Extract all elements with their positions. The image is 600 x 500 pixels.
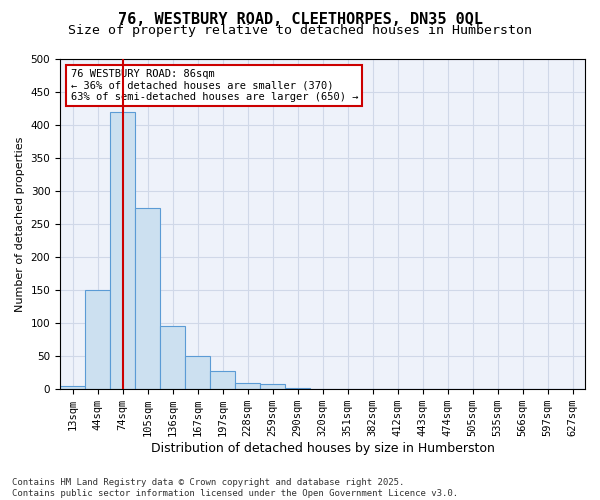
- Bar: [85, 290, 110, 389]
- Bar: [235, 382, 260, 389]
- Bar: [285, 388, 310, 389]
- Bar: [210, 372, 235, 389]
- X-axis label: Distribution of detached houses by size in Humberston: Distribution of detached houses by size …: [151, 442, 494, 455]
- Bar: [260, 384, 285, 389]
- Bar: [135, 208, 160, 389]
- Text: 76, WESTBURY ROAD, CLEETHORPES, DN35 0QL: 76, WESTBURY ROAD, CLEETHORPES, DN35 0QL: [118, 12, 482, 28]
- Text: 76 WESTBURY ROAD: 86sqm
← 36% of detached houses are smaller (370)
63% of semi-d: 76 WESTBURY ROAD: 86sqm ← 36% of detache…: [71, 69, 358, 102]
- Bar: [185, 356, 210, 389]
- Bar: [110, 112, 135, 389]
- Text: Contains HM Land Registry data © Crown copyright and database right 2025.
Contai: Contains HM Land Registry data © Crown c…: [12, 478, 458, 498]
- Bar: [60, 386, 85, 389]
- Y-axis label: Number of detached properties: Number of detached properties: [15, 136, 25, 312]
- Bar: [160, 326, 185, 389]
- Text: Size of property relative to detached houses in Humberston: Size of property relative to detached ho…: [68, 24, 532, 37]
